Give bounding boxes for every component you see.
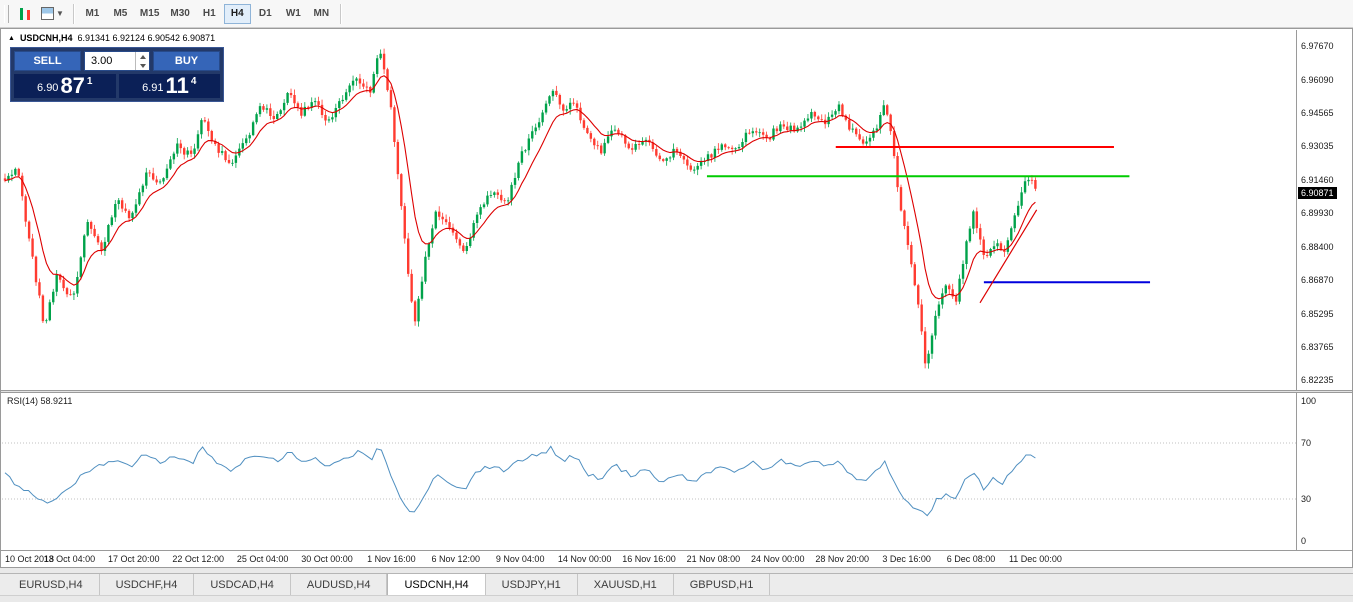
time-axis-label: 13 Oct 04:00 [43,554,96,564]
time-axis-label: 22 Oct 12:00 [172,554,224,564]
candlestick-icon [27,10,30,20]
price-chart-area[interactable]: ▲ USDCNH,H4 6.91341 6.92124 6.90542 6.90… [2,30,1296,390]
time-axis-label: 11 Dec 00:00 [1008,554,1062,564]
one-click-toggle-icon[interactable]: ▲ [8,34,15,42]
sell-price-display[interactable]: 6.90 87 1 [14,74,116,98]
time-axis-label: 14 Nov 00:00 [557,554,612,564]
time-axis-label: 28 Nov 20:00 [815,554,869,564]
up-arrow-icon [139,54,146,59]
chart-ohlc-values: 6.91341 6.92124 6.90542 6.90871 [77,33,216,43]
down-arrow-icon [139,63,146,68]
chart-window: ▲ USDCNH,H4 6.91341 6.92124 6.90542 6.90… [0,28,1353,568]
timeframe-button-h4[interactable]: H4 [223,3,251,24]
chart-tab-usdjpy[interactable]: USDJPY,H1 [486,574,578,595]
buy-price-big: 11 [165,73,189,98]
price-axis-label: 6.85295 [1301,308,1334,319]
timeframe-button-d1[interactable]: D1 [252,4,279,24]
time-axis-label: 6 Nov 12:00 [431,554,481,564]
time-axis[interactable]: 10 Oct 2018 13 Oct 04:00 17 Oct 20:00 22 Oc… [1,550,1352,567]
timeframe-button-m30[interactable]: M30 [165,4,194,24]
price-axis-label: 6.91460 [1301,175,1334,186]
volume-spinner [135,52,149,70]
moving-average-line [4,75,1036,300]
price-axis-label: 6.94565 [1301,108,1334,119]
price-axis-label: 6.97670 [1301,41,1334,51]
rsi-panel[interactable]: RSI(14) 58.9211 [2,393,1296,550]
sell-price-big: 87 [60,73,85,98]
volume-value: 3.00 [91,55,113,67]
time-axis-label: 1 Nov 16:00 [367,554,416,564]
sell-button[interactable]: SELL [14,51,81,71]
price-axis[interactable]: 6.90871 6.97670 6.96090 6.94565 6.93035 6.91… [1296,30,1352,390]
chart-style-button[interactable]: ▼ [37,3,68,25]
chart-tab-gbpusd[interactable]: GBPUSD,H1 [674,574,771,595]
rsi-axis-label: 70 [1301,438,1312,448]
current-price-tag: 6.90871 [1298,187,1337,200]
time-axis-label: 9 Nov 04:00 [495,554,545,564]
rsi-axis-label: 0 [1301,536,1307,546]
sell-price-sup: 1 [86,76,93,87]
price-axis-label: 6.93035 [1301,141,1334,152]
chart-tab-usdchf[interactable]: USDCHF,H4 [100,574,195,595]
timeframe-group: M1 M5 M15 M30 H1 H4 D1 W1 MN [79,3,335,24]
timeframe-button-m1[interactable]: M1 [79,4,106,24]
time-axis-label: 10 Oct 2018 [5,554,55,564]
volume-down-button[interactable] [136,61,149,70]
chart-type-button[interactable] [13,3,37,25]
timeframe-button-m5[interactable]: M5 [107,4,134,24]
volume-up-button[interactable] [136,52,149,61]
chart-header: ▲ USDCNH,H4 6.91341 6.92124 6.90542 6.90… [8,33,215,43]
time-axis-label: 3 Dec 16:00 [882,554,931,564]
toolbar-separator [72,3,74,24]
chart-tab-bar: EURUSD,H4 USDCHF,H4 USDCAD,H4 AUDUSD,H4 USDC… [0,573,1353,596]
chart-tab-audusd[interactable]: AUDUSD,H4 [291,574,388,595]
price-axis-label: 6.83765 [1301,341,1334,352]
buy-button[interactable]: BUY [153,51,220,71]
buy-price-sup: 4 [190,76,197,87]
panel-divider[interactable] [1,390,1352,393]
rsi-chart[interactable] [2,393,1296,550]
price-axis-label: 6.82235 [1301,375,1334,385]
layers-icon [41,7,54,20]
chart-symbol-title: USDCNH,H4 [19,33,73,43]
time-axis-label: 25 Oct 04:00 [236,554,289,564]
timeframe-button-m15[interactable]: M15 [135,4,164,24]
price-axis-label: 6.86870 [1301,274,1334,285]
price-axis-label: 6.96090 [1301,75,1334,86]
time-axis-label: 21 Nov 08:00 [686,554,741,564]
time-axis-label: 30 Oct 00:00 [301,554,353,564]
timeframe-button-w1[interactable]: W1 [280,4,307,24]
rsi-indicator-label: RSI(14) 58.9211 [7,396,73,406]
candlestick-icon [20,7,23,20]
timeframe-button-h1[interactable]: H1 [196,4,223,24]
rsi-axis[interactable]: 100 70 30 0 [1296,393,1352,550]
top-toolbar: ▼ M1 M5 M15 M30 H1 H4 D1 W1 MN [0,0,1353,28]
sell-price-small: 6.90 [37,81,59,94]
toolbar-grip[interactable] [4,4,9,23]
bull-candle-bodies [7,53,1030,364]
rsi-line [4,445,1036,517]
candlestick-chart[interactable] [2,30,1296,390]
dropdown-caret-icon: ▼ [56,8,64,18]
chart-tab-usdcad[interactable]: USDCAD,H4 [194,574,291,595]
chart-tab-xauusd[interactable]: XAUUSD,H1 [578,574,674,595]
one-click-trading-panel: SELL 3.00 BUY 6.90 87 1 6.91 [10,47,224,102]
rsi-axis-label: 100 [1301,396,1317,406]
time-axis-label: 24 Nov 00:00 [751,554,805,564]
timeframe-button-mn[interactable]: MN [308,4,335,24]
chart-tab-usdcnh[interactable]: USDCNH,H4 [387,574,486,595]
buy-price-display[interactable]: 6.91 11 4 [118,73,220,98]
buy-price-small: 6.91 [142,81,164,94]
time-axis-label: 6 Dec 08:00 [946,554,996,564]
volume-field[interactable]: 3.00 [84,51,150,71]
toolbar-separator [339,3,341,24]
price-axis-label: 6.89930 [1301,208,1334,219]
time-axis-label: 16 Nov 16:00 [622,554,676,564]
chart-tab-eurusd[interactable]: EURUSD,H4 [3,574,100,595]
trendline [979,209,1038,304]
rsi-axis-label: 30 [1301,494,1312,504]
time-axis-label: 17 Oct 20:00 [108,554,160,564]
price-axis-label: 6.88400 [1301,241,1334,252]
